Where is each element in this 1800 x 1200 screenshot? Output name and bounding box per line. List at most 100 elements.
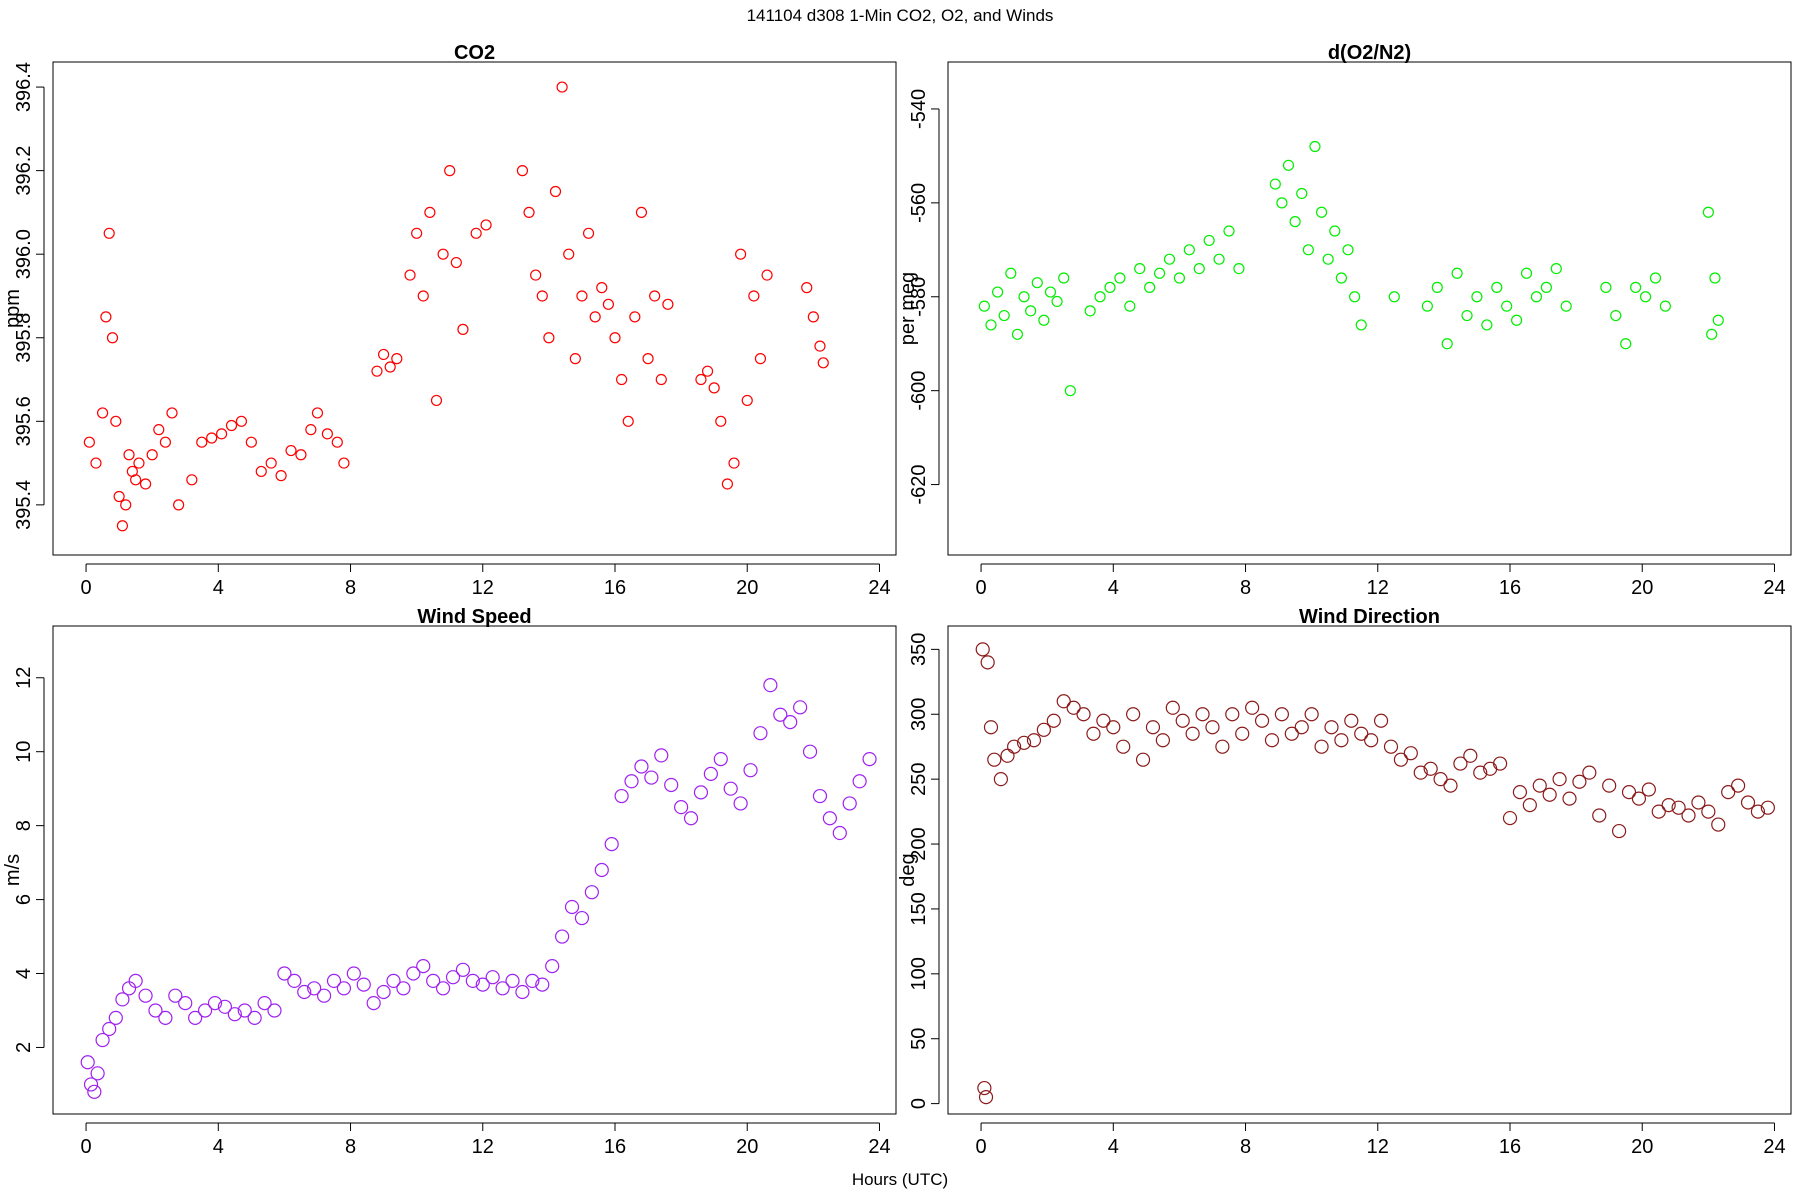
co2-data-point xyxy=(807,311,819,323)
wind-speed-data-point xyxy=(515,984,530,1000)
o2-data-point xyxy=(1349,291,1361,303)
wind-speed-data-point xyxy=(713,751,728,767)
co2-data-point xyxy=(384,361,396,373)
co2-data-point xyxy=(196,436,208,448)
co2-data-point xyxy=(596,282,608,294)
wind-direction-data-point xyxy=(1116,739,1131,754)
wind-direction-data-point xyxy=(1701,804,1716,819)
o2-data-point xyxy=(1712,314,1724,326)
wind-speed-data-point xyxy=(822,811,837,826)
wind-speed-data-point xyxy=(584,885,599,900)
wind-direction-data-point xyxy=(1284,726,1299,741)
co2-data-point xyxy=(103,227,115,239)
o2-x-tick-label: 16 xyxy=(1499,577,1521,599)
wind-speed-data-point xyxy=(812,788,828,804)
co2-data-point xyxy=(113,490,125,503)
co2-data-point xyxy=(265,457,277,469)
wind-direction-data-point xyxy=(983,720,999,735)
o2-data-point xyxy=(991,286,1004,298)
wind-direction-data-point xyxy=(1215,739,1230,754)
wind-direction-data-point xyxy=(1314,739,1329,754)
o2-data-point xyxy=(1104,281,1116,293)
co2-data-point xyxy=(159,436,171,448)
wind-direction-data-point xyxy=(1572,774,1587,789)
wind-speed-data-point xyxy=(505,973,520,989)
wind-speed-data-point xyxy=(445,970,461,985)
o2-data-point xyxy=(1153,267,1166,279)
co2-data-point xyxy=(662,298,674,310)
o2-x-tick-label: 20 xyxy=(1631,577,1653,599)
co2-y-tick-label: 395.4 xyxy=(13,480,35,530)
co2-data-point xyxy=(754,353,767,365)
wind-direction-data-point xyxy=(1661,798,1676,813)
wind-direction-y-tick-label: 300 xyxy=(908,698,930,731)
wind-speed-data-point xyxy=(95,1032,110,1048)
wind-direction-data-point xyxy=(1651,804,1666,819)
wind-speed-data-point xyxy=(297,984,312,1000)
wind-speed-data-point xyxy=(247,1010,262,1025)
wind-speed-data-point xyxy=(83,1077,99,1092)
wind-speed-data-point xyxy=(217,999,233,1014)
wind-speed-y-tick-label: 4 xyxy=(13,968,35,979)
wind-speed-data-point xyxy=(733,796,748,811)
o2-data-point xyxy=(1309,140,1321,153)
wind-direction-y-tick-label: 150 xyxy=(908,892,930,925)
wind-speed-data-point xyxy=(703,766,718,781)
co2-data-point xyxy=(130,474,142,486)
wind-speed-data-point xyxy=(108,1010,123,1025)
o2-data-point xyxy=(1296,187,1308,200)
co2-data-point xyxy=(470,227,482,239)
wind-direction-x-tick-label: 24 xyxy=(1763,1136,1785,1158)
wind-speed-data-point xyxy=(115,992,130,1007)
wind-speed-data-point xyxy=(267,1003,282,1018)
o2-data-point xyxy=(1044,286,1057,298)
wind-speed-data-point xyxy=(783,715,798,730)
wind-direction-title: Wind Direction xyxy=(1299,606,1440,628)
o2-data-point xyxy=(1550,262,1562,275)
wind-speed-data-point xyxy=(604,837,619,852)
co2-data-point xyxy=(186,474,198,486)
o2-data-point xyxy=(1639,291,1652,303)
co2-data-point xyxy=(563,248,575,260)
co2-x-tick-label: 24 xyxy=(868,577,890,599)
o2-data-point xyxy=(1051,295,1063,308)
o2-y-tick-label: -540 xyxy=(908,89,930,129)
wind-direction-data-point xyxy=(1274,707,1289,722)
o2-data-point xyxy=(1193,262,1205,275)
o2-data-point xyxy=(1322,253,1334,265)
wind-direction-data-point xyxy=(975,642,990,657)
co2-data-point xyxy=(338,457,350,469)
co2-data-point xyxy=(814,340,826,352)
wind-speed-data-point xyxy=(416,959,431,974)
co2-data-point xyxy=(635,206,648,219)
wind-speed-data-point xyxy=(366,995,381,1011)
wind-speed-data-point xyxy=(326,973,342,989)
co2-y-tick-label: 395.8 xyxy=(13,313,35,363)
wind-speed-data-point xyxy=(743,763,758,778)
wind-direction-data-point xyxy=(1086,726,1101,741)
co2-data-point xyxy=(275,470,287,482)
wind-direction-data-point xyxy=(1463,748,1478,763)
wind-direction-data-point xyxy=(1007,739,1022,754)
o2-x-tick-label: 0 xyxy=(975,577,986,599)
o2-data-point xyxy=(1501,300,1513,312)
wind-direction-data-point xyxy=(1165,700,1180,715)
o2-data-point xyxy=(1630,281,1642,293)
o2-data-point xyxy=(1421,300,1433,312)
o2-data-point xyxy=(1481,319,1493,331)
o2-data-point xyxy=(1451,267,1463,279)
co2-data-point xyxy=(245,436,257,448)
wind-direction-plot-frame xyxy=(947,625,1792,1115)
wind-speed-data-point xyxy=(87,1084,102,1099)
co2-data-point xyxy=(516,165,529,177)
wind-direction-data-point xyxy=(1750,804,1766,819)
wind-speed-y-tick-label: 2 xyxy=(13,1042,35,1053)
figure-title: 141104 d308 1-Min CO2, O2, and Winds xyxy=(746,6,1054,25)
co2-data-point xyxy=(721,478,734,490)
co2-data-point xyxy=(371,365,383,377)
wind-direction-data-point xyxy=(1512,785,1528,800)
co2-data-point xyxy=(735,248,747,260)
wind-direction-data-point xyxy=(1175,713,1190,728)
wind-direction-data-point xyxy=(1106,720,1121,735)
co2-data-point xyxy=(609,332,621,344)
